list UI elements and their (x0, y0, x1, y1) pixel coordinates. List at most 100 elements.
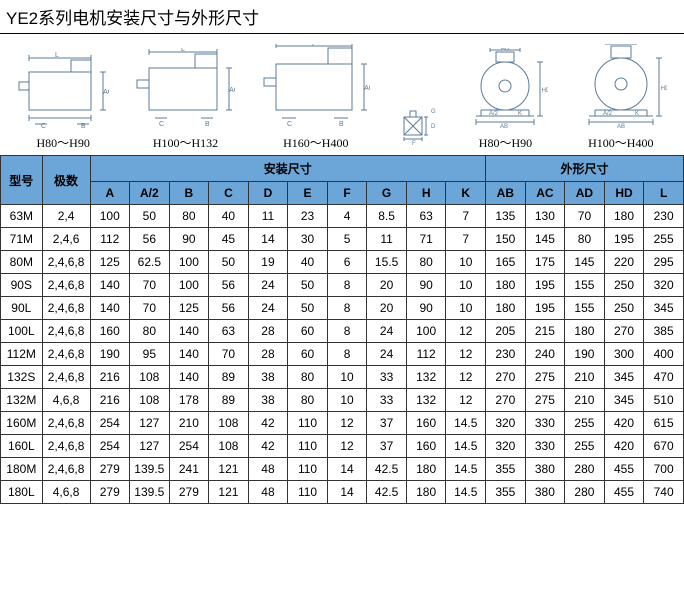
cell: 14.5 (446, 412, 486, 435)
cell: 108 (130, 389, 170, 412)
svg-text:K: K (518, 111, 522, 117)
col-F: F (327, 182, 367, 205)
cell: 180 (565, 320, 605, 343)
cell: 10 (446, 274, 486, 297)
cell: 70 (565, 205, 605, 228)
cell: 155 (565, 274, 605, 297)
cell: 195 (525, 297, 565, 320)
cell: 100 (90, 205, 130, 228)
cell: 63 (406, 205, 446, 228)
svg-text:B: B (339, 121, 344, 128)
cell: 280 (565, 481, 605, 504)
cell: 14.5 (446, 458, 486, 481)
cell: 10 (327, 389, 367, 412)
cell: 195 (604, 228, 644, 251)
cell: 470 (644, 366, 684, 389)
svg-text:AB: AB (617, 124, 625, 128)
cell: 28 (248, 320, 288, 343)
cell: 42.5 (367, 458, 407, 481)
cell: 110 (288, 412, 328, 435)
cell: 220 (604, 251, 644, 274)
col-group-outline: 外形尺寸 (486, 156, 684, 182)
col-AC: AC (525, 182, 565, 205)
table-row: 160L2,4,6,825412725410842110123716014.53… (1, 435, 684, 458)
cell: 270 (486, 366, 526, 389)
cell: 740 (644, 481, 684, 504)
cell: 155 (565, 297, 605, 320)
cell: 400 (644, 343, 684, 366)
cell: 345 (604, 366, 644, 389)
cell: 108 (130, 366, 170, 389)
svg-text:AD: AD (501, 48, 510, 52)
cell: 80 (130, 320, 170, 343)
cell: 2,4,6,8 (42, 343, 90, 366)
cell: 205 (486, 320, 526, 343)
cell: 90 (169, 228, 209, 251)
cell: 125 (169, 297, 209, 320)
cell: 210 (565, 366, 605, 389)
cell: 130 (525, 205, 565, 228)
svg-text:B: B (81, 123, 86, 128)
cell: 385 (644, 320, 684, 343)
col-HD: HD (604, 182, 644, 205)
cell: 40 (288, 251, 328, 274)
cell: 33 (367, 389, 407, 412)
cell: 48 (248, 458, 288, 481)
diagrams-row: L AC C B H80～H90 L AC C B H100～H132 (0, 34, 684, 155)
svg-text:L: L (55, 52, 59, 59)
cell: 42 (248, 435, 288, 458)
table-head: 型号 极数 安装尺寸 外形尺寸 AA/2BCDEFGHKABACADHDL (1, 156, 684, 205)
cell: 150 (486, 228, 526, 251)
cell: 145 (525, 228, 565, 251)
cell: 190 (90, 343, 130, 366)
cell: 420 (604, 412, 644, 435)
col-C: C (209, 182, 249, 205)
table-row: 71M2,4,611256904514305117171501458019525… (1, 228, 684, 251)
cell: 279 (169, 481, 209, 504)
cell: 89 (209, 366, 249, 389)
table-row: 180M2,4,6,8279139.5241121481101442.51801… (1, 458, 684, 481)
cell: 355 (486, 481, 526, 504)
cell: 320 (486, 412, 526, 435)
col-model: 型号 (1, 156, 43, 205)
cell: 5 (327, 228, 367, 251)
cell: 345 (604, 389, 644, 412)
cell: 24 (367, 320, 407, 343)
cell: 14 (327, 458, 367, 481)
svg-text:C: C (41, 123, 46, 128)
svg-text:L: L (312, 44, 316, 48)
svg-text:AD: AD (617, 44, 626, 46)
cell: 241 (169, 458, 209, 481)
col-AD: AD (565, 182, 605, 205)
cell: 2,4,6,8 (42, 320, 90, 343)
cell: 12 (446, 320, 486, 343)
svg-text:A/2: A/2 (489, 111, 499, 117)
cell: 60 (288, 343, 328, 366)
cell: 380 (525, 458, 565, 481)
cell: 20 (367, 297, 407, 320)
cell: 80M (1, 251, 43, 274)
cell: 10 (446, 297, 486, 320)
table-row: 160M2,4,6,825412721010842110123716014.53… (1, 412, 684, 435)
cell: 80 (406, 251, 446, 274)
diagram-6: AD HD AB A/2 K H100～H400 (575, 44, 667, 151)
cell: 230 (486, 343, 526, 366)
cell: 380 (525, 481, 565, 504)
cell: 670 (644, 435, 684, 458)
cell: 250 (604, 297, 644, 320)
svg-text:B: B (205, 121, 210, 128)
cell: 132M (1, 389, 43, 412)
cell: 279 (90, 458, 130, 481)
cell: 38 (248, 366, 288, 389)
cell: 15.5 (367, 251, 407, 274)
col-L: L (644, 182, 684, 205)
diagram-2-label: H100～H132 (153, 134, 218, 151)
cell: 50 (209, 251, 249, 274)
diagram-5-label: H80～H90 (479, 134, 532, 151)
diagram-5: AD HD AB A/2 K H80～H90 (462, 48, 548, 151)
cell: 45 (209, 228, 249, 251)
cell: 180 (486, 274, 526, 297)
cell: 90 (406, 274, 446, 297)
cell: 12 (446, 389, 486, 412)
col-group-install: 安装尺寸 (90, 156, 486, 182)
